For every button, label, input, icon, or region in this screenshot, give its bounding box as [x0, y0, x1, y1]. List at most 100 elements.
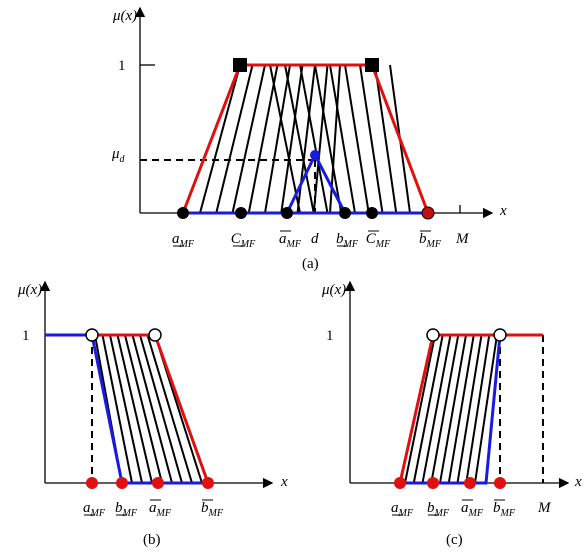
line	[412, 334, 444, 484]
sub: MF	[375, 239, 391, 250]
line	[124, 334, 163, 484]
sub: MF	[426, 239, 442, 250]
point	[464, 477, 476, 489]
line	[404, 334, 436, 484]
x-label: x	[280, 474, 288, 490]
sub: MF	[240, 239, 256, 250]
axis-point-label: CMF	[231, 231, 256, 250]
line	[312, 64, 329, 214]
x-label: x	[574, 474, 582, 490]
main: C	[231, 231, 242, 247]
mu-d-label: μd	[111, 146, 126, 165]
axis-point-label: aMF	[83, 500, 106, 519]
sub: MF	[500, 508, 516, 519]
sub: MF	[343, 239, 359, 250]
main: C	[366, 231, 377, 247]
main: a	[172, 231, 180, 247]
line	[447, 334, 475, 484]
point	[202, 477, 214, 489]
caption: (a)	[302, 256, 319, 272]
line	[247, 64, 279, 214]
axis-point-label: bMF	[427, 500, 450, 519]
y-label: μ(x)	[112, 8, 137, 24]
square	[365, 58, 379, 72]
y-label: μ(x)	[321, 282, 346, 298]
red-line	[398, 333, 543, 484]
main: b	[201, 500, 209, 516]
line	[131, 334, 173, 484]
axis-point-label: aMF	[461, 500, 484, 519]
open-point	[85, 328, 99, 342]
m-label: M	[537, 500, 552, 516]
axis-point-label: bMF	[493, 500, 516, 519]
axis-point-label: aMF	[279, 231, 302, 250]
main: b	[336, 231, 344, 247]
sub: MF	[468, 508, 484, 519]
line	[344, 64, 370, 214]
sub: MF	[122, 508, 138, 519]
point	[235, 207, 247, 219]
one-label: 1	[118, 58, 126, 74]
main: a	[391, 500, 399, 516]
lines	[94, 64, 498, 484]
point	[310, 150, 320, 160]
sub: MF	[156, 508, 172, 519]
line	[474, 334, 498, 484]
m-label: M	[455, 231, 470, 247]
open-point	[426, 328, 440, 342]
line	[456, 334, 483, 484]
sub: MF	[208, 508, 224, 519]
main: b	[419, 231, 427, 247]
point	[427, 477, 439, 489]
line	[146, 334, 193, 484]
line	[199, 64, 241, 214]
y-label: μ(x)	[17, 282, 42, 298]
one-label: 1	[22, 328, 30, 344]
main: b	[115, 500, 123, 516]
line	[116, 334, 153, 484]
caption: (c)	[446, 532, 463, 548]
line	[329, 64, 356, 214]
point	[177, 207, 189, 219]
sub: MF	[286, 239, 302, 250]
one-label: 1	[326, 328, 334, 344]
main: b	[427, 500, 435, 516]
line	[101, 334, 133, 484]
point	[366, 207, 378, 219]
sub: MF	[90, 508, 106, 519]
open-point	[493, 328, 507, 342]
square	[233, 58, 247, 72]
line	[374, 64, 398, 214]
axis-point-label: aMF	[391, 500, 414, 519]
main: a	[279, 231, 287, 247]
line	[314, 64, 343, 214]
axis-point-label: bMF	[419, 231, 442, 250]
d-label: d	[311, 231, 319, 247]
point	[494, 477, 506, 489]
line	[439, 334, 467, 484]
main: b	[493, 500, 501, 516]
line	[359, 64, 384, 214]
caption: (b)	[143, 532, 161, 548]
axis-point-label: bMF	[336, 231, 359, 250]
line	[231, 64, 266, 214]
main: a	[149, 500, 157, 516]
line	[299, 64, 329, 214]
red-line	[181, 63, 430, 214]
blue-line	[45, 333, 208, 485]
open-point	[148, 328, 162, 342]
point	[281, 207, 293, 219]
axis-point-label: bMF	[115, 500, 138, 519]
line	[269, 64, 301, 214]
point	[116, 477, 128, 489]
point	[421, 206, 435, 220]
axis-point-label: bMF	[201, 500, 224, 519]
main: a	[83, 500, 91, 516]
line	[421, 334, 452, 484]
point	[86, 477, 98, 489]
line	[139, 334, 183, 484]
sub: MF	[434, 508, 450, 519]
line	[109, 334, 143, 484]
sub: d	[120, 154, 126, 165]
